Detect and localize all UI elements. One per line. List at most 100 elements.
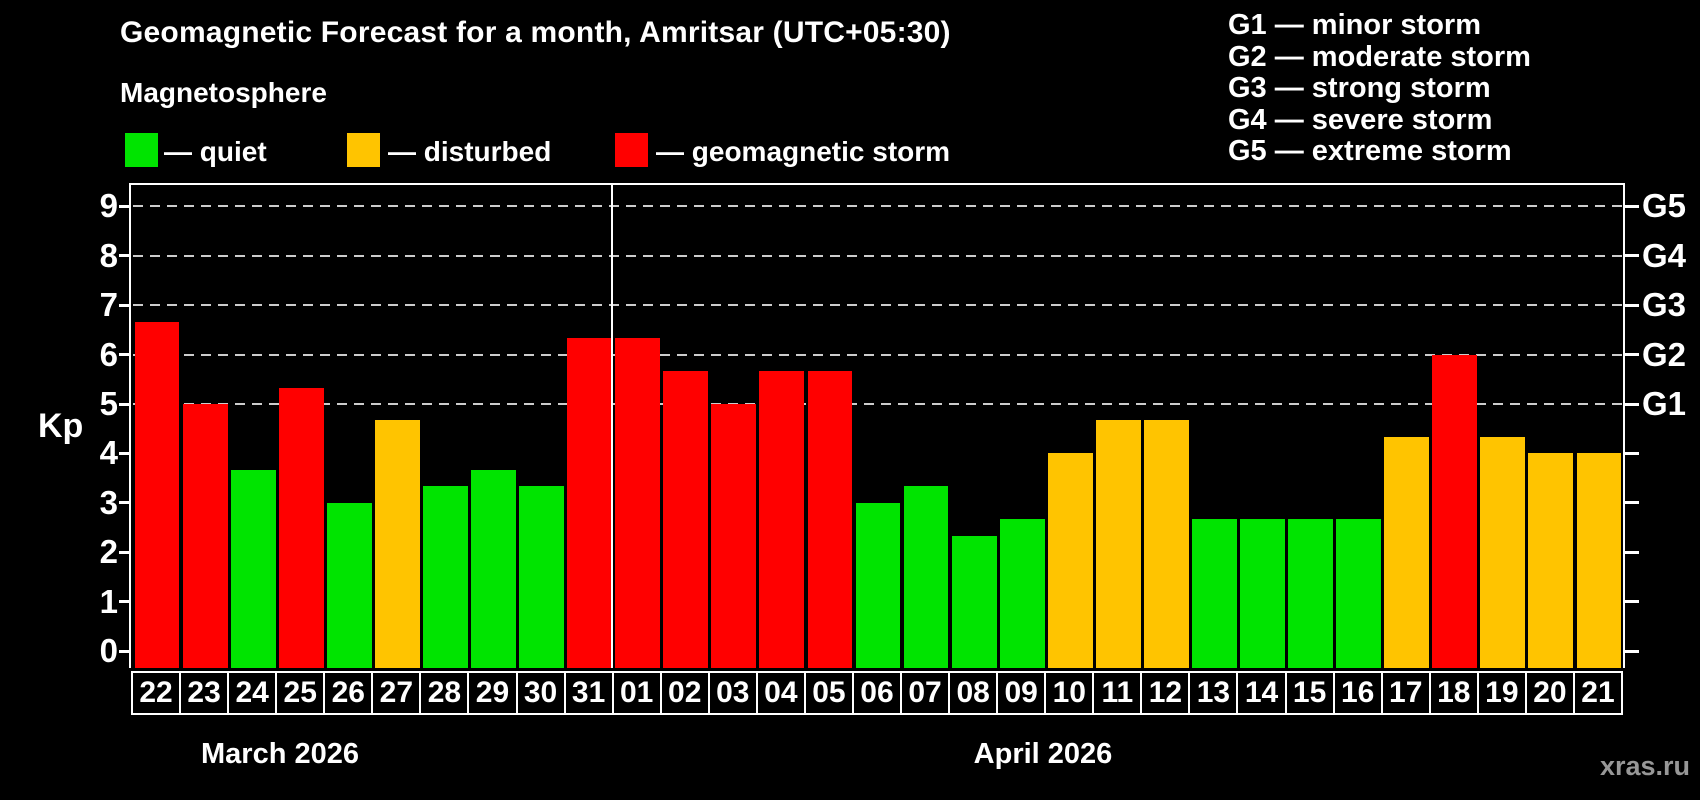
gridline-g8	[133, 254, 1623, 257]
g-legend-line-4: G4 — severe storm	[1228, 103, 1493, 136]
date-cell-21: 21	[1572, 671, 1623, 715]
y-tick-left-1	[119, 600, 131, 604]
g-legend-line-3: G3 — strong storm	[1228, 72, 1491, 105]
date-cell-28: 28	[419, 671, 470, 715]
g-legend-line-2: G2 — moderate storm	[1228, 40, 1531, 73]
date-cell-17: 17	[1380, 671, 1431, 715]
kp-axis-label: Kp	[38, 407, 84, 445]
g-legend-line-1: G1 — minor storm	[1228, 9, 1481, 41]
y-tick-left-5	[119, 402, 131, 406]
y-axis-label-7: 7	[99, 286, 118, 324]
y-tick-right-2	[1625, 550, 1639, 554]
date-cell-11: 11	[1092, 671, 1143, 715]
y-axis-label-5: 5	[99, 385, 118, 422]
month-separator-line	[611, 185, 614, 668]
kp-bar-day-25	[278, 387, 324, 668]
kp-bar-day-16	[1336, 519, 1382, 668]
y-tick-left-8	[119, 254, 131, 258]
g-scale-legend: G1 — minor storm G2 — moderate storm G3 — …	[1228, 9, 1531, 168]
y-tick-left-4	[119, 451, 131, 455]
y-tick-right-9	[1625, 204, 1639, 208]
kp-bar-day-09	[999, 519, 1045, 668]
month-label-april: April 2026	[973, 738, 1113, 770]
date-cell-29: 29	[467, 671, 518, 715]
date-cell-09: 09	[996, 671, 1047, 715]
kp-bar-day-14	[1240, 519, 1285, 668]
date-cell-07: 07	[900, 671, 951, 715]
kp-bar-day-12	[1143, 420, 1189, 668]
kp-bar-day-30	[519, 486, 564, 668]
kp-bar-day-19	[1480, 437, 1526, 668]
y-axis-label-6: 6	[99, 335, 118, 373]
date-cell-19: 19	[1476, 671, 1527, 715]
y-axis-label-2: 2	[99, 533, 118, 571]
gridline-g6	[133, 353, 1623, 356]
date-cell-12: 12	[1140, 671, 1191, 715]
kp-bar-day-20	[1528, 453, 1574, 668]
y-tick-left-2	[119, 550, 131, 554]
legend-swatch-quiet	[125, 133, 158, 167]
kp-bar-day-06	[855, 502, 901, 668]
date-cell-16: 16	[1332, 671, 1383, 715]
legend-label-quiet: — quiet	[164, 136, 267, 167]
y-axis-label-3: 3	[99, 483, 118, 521]
gridline-g9	[133, 205, 1623, 208]
kp-bar-day-22	[134, 321, 180, 668]
kp-bar-day-08	[951, 535, 997, 668]
date-cell-20: 20	[1524, 671, 1575, 715]
date-cell-02: 02	[659, 671, 710, 715]
date-cell-10: 10	[1044, 671, 1095, 715]
kp-bar-day-24	[230, 469, 276, 668]
date-cell-23: 23	[179, 671, 230, 715]
kp-bar-day-03	[711, 404, 757, 668]
kp-bar-day-23	[182, 404, 228, 668]
gridline-g5	[133, 403, 1623, 405]
legend-label-storm: — geomagnetic storm	[656, 136, 951, 167]
kp-bar-day-02	[663, 370, 709, 668]
legend-swatch-storm	[615, 133, 648, 167]
g-axis-label-g4: G4	[1642, 236, 1687, 274]
kp-bar-day-10	[1047, 453, 1093, 668]
date-cell-26: 26	[323, 671, 374, 715]
month-label-march: March 2026	[201, 738, 359, 770]
g-axis-label-g2: G2	[1642, 335, 1687, 373]
kp-bar-day-04	[759, 370, 805, 668]
kp-bar-day-18	[1432, 354, 1478, 668]
y-tick-right-4	[1625, 451, 1639, 455]
y-tick-left-0	[119, 649, 131, 653]
kp-bar-day-13	[1192, 519, 1237, 668]
g-axis-label-g3: G3	[1642, 286, 1687, 324]
y-tick-right-1	[1625, 600, 1639, 604]
xras-watermark: xras.ru	[1599, 751, 1690, 781]
legend-label-disturbed: — disturbed	[388, 136, 552, 167]
kp-bar-day-01	[615, 338, 661, 668]
g-legend-line-5: G5 — extreme storm	[1228, 135, 1512, 168]
y-tick-left-9	[119, 204, 131, 208]
y-tick-left-3	[119, 501, 131, 505]
date-cell-27: 27	[371, 671, 422, 715]
date-cell-13: 13	[1188, 671, 1239, 715]
date-cell-22: 22	[131, 671, 182, 715]
date-cell-08: 08	[948, 671, 999, 715]
y-tick-right-8	[1625, 254, 1639, 258]
chart-title: Geomagnetic Forecast for a month, Amrits…	[120, 16, 951, 49]
kp-bar-day-31	[567, 338, 613, 668]
date-cell-14: 14	[1236, 671, 1287, 715]
legend-swatch-disturbed	[347, 133, 380, 167]
y-axis-label-0: 0	[99, 632, 118, 669]
kp-bar-day-07	[903, 486, 949, 668]
date-cell-04: 04	[755, 671, 806, 715]
date-cell-31: 31	[563, 671, 614, 715]
date-cell-18: 18	[1428, 671, 1479, 715]
y-tick-right-6	[1625, 353, 1639, 357]
date-cell-25: 25	[275, 671, 326, 715]
kp-bar-day-29	[471, 469, 516, 668]
kp-bar-day-11	[1095, 420, 1141, 668]
kp-bar-day-15	[1288, 519, 1333, 668]
date-cell-06: 06	[851, 671, 903, 715]
y-axis-label-9: 9	[99, 187, 118, 225]
plot-frame	[129, 183, 1625, 668]
y-axis-label-4: 4	[99, 434, 118, 472]
y-axis-label-1: 1	[99, 582, 118, 620]
